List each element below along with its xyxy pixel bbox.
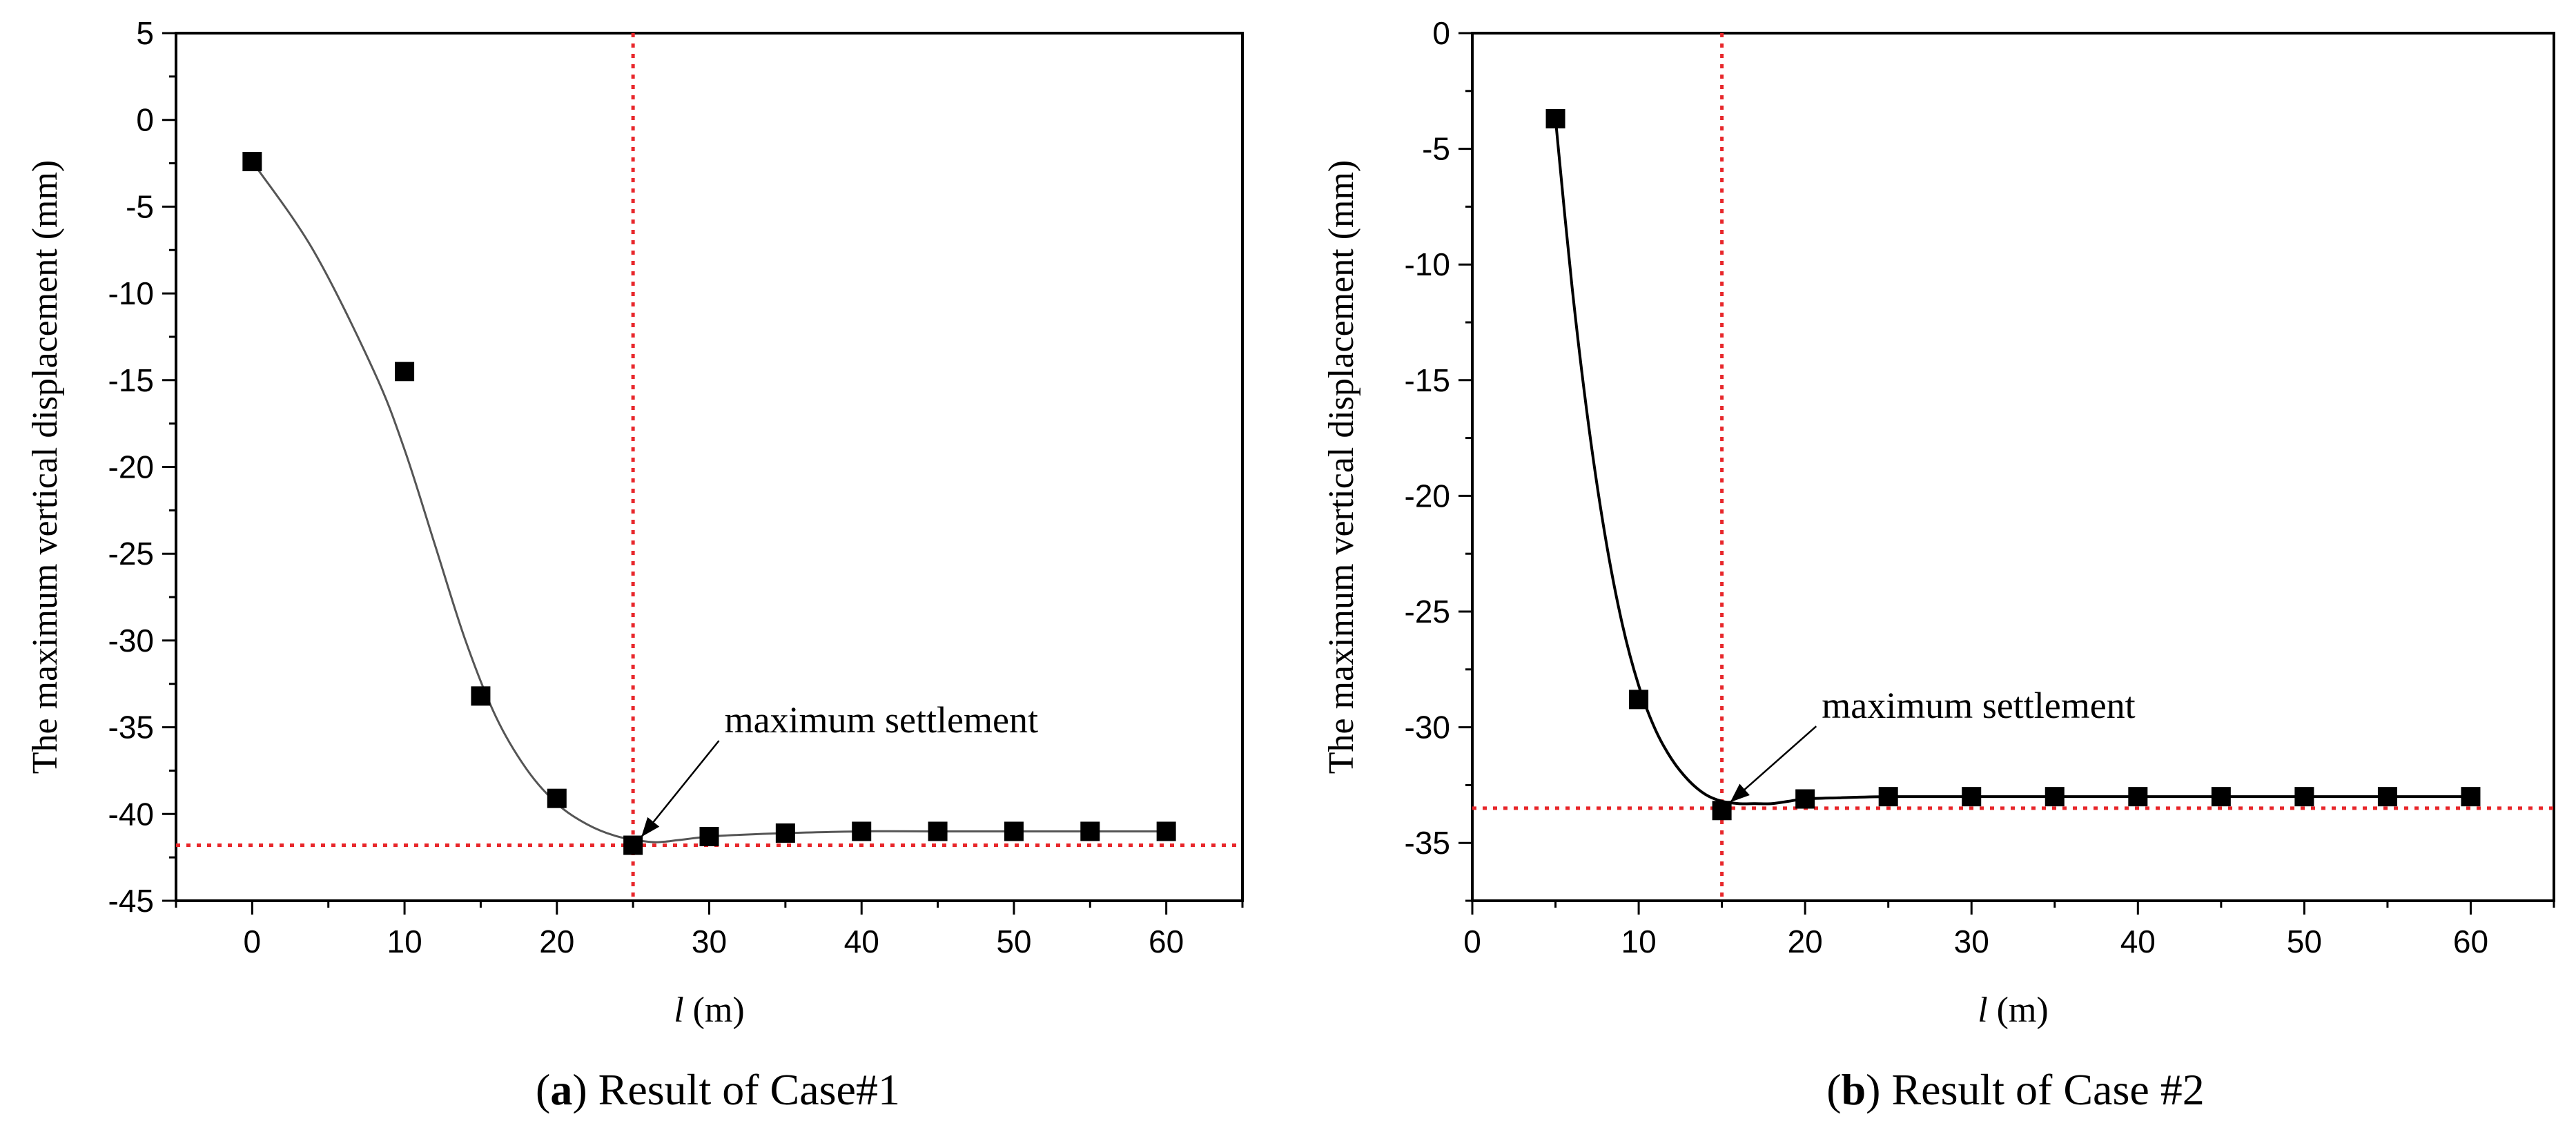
x-tick-label: 20 xyxy=(1788,924,1823,959)
y-tick-label: 0 xyxy=(136,102,154,138)
panel-a: 0 10 20 30 40 50 6050-5-10-15-20-25-30-35-40-4… xyxy=(26,15,1244,1114)
x-tick-label: 20 xyxy=(539,924,574,959)
x-axis-title: l (m) xyxy=(674,990,745,1030)
data-point-marker xyxy=(1712,801,1732,821)
data-point-marker xyxy=(395,362,415,382)
x-axis-variable: l xyxy=(1978,990,1987,1030)
x-axis-title: l (m) xyxy=(1978,990,2049,1030)
data-point-marker xyxy=(699,826,719,846)
panel-caption: (a) Result of Case#1 xyxy=(536,1065,900,1114)
x-tick-label: 60 xyxy=(1149,924,1184,959)
plot-frame xyxy=(1471,32,2555,902)
y-tick-label: -25 xyxy=(1405,594,1450,630)
y-tick-label: -20 xyxy=(108,449,154,485)
y-tick-label: 0 xyxy=(1432,15,1450,51)
data-point-marker xyxy=(2045,787,2065,807)
y-tick-label: -40 xyxy=(108,796,154,832)
y-tick-label: -30 xyxy=(1405,710,1450,745)
data-point-marker xyxy=(1629,690,1649,710)
annotation-label: maximum settlement xyxy=(1822,685,2135,726)
data-point-marker xyxy=(1795,789,1815,809)
y-axis-title: The maximum vertical displacement (mm) xyxy=(1322,160,1361,774)
plot-frame xyxy=(175,32,1244,902)
y-tick-label: -20 xyxy=(1405,478,1450,514)
y-tick-label: -35 xyxy=(108,710,154,745)
x-tick-label: 0 xyxy=(244,924,262,959)
y-tick-label: -30 xyxy=(108,623,154,658)
data-point-marker xyxy=(547,788,567,808)
x-tick-label: 30 xyxy=(1954,924,1989,959)
panel-b: 0 10 20 30 40 50 60 0 -5 -10 -15 -20 -25 -30 -35 The ma… xyxy=(1322,15,2555,1114)
x-tick-label: 50 xyxy=(996,924,1031,959)
caption-letter: b xyxy=(1842,1065,1866,1114)
data-point-marker xyxy=(242,152,262,172)
y-tick-label: -35 xyxy=(1405,825,1450,861)
data-point-marker xyxy=(623,835,643,855)
data-point-marker xyxy=(1962,787,1982,807)
y-tick-label: -10 xyxy=(1405,246,1450,282)
caption-text: Result of Case #2 xyxy=(1880,1065,2204,1114)
data-point-marker xyxy=(2461,787,2481,807)
data-point-marker xyxy=(2294,787,2314,807)
x-axis-variable: l xyxy=(674,990,683,1030)
data-point-marker xyxy=(1004,821,1024,841)
data-point-marker xyxy=(1878,787,1898,807)
panel-caption: (b) Result of Case #2 xyxy=(1826,1065,2205,1114)
data-point-marker xyxy=(2377,787,2397,807)
y-tick-label: 5 xyxy=(136,15,154,51)
annotation-arrow-line xyxy=(641,740,720,838)
x-tick-label: 60 xyxy=(2453,924,2488,959)
data-point-marker xyxy=(1080,821,1100,841)
x-tick-label: 10 xyxy=(387,924,422,959)
fit-curve xyxy=(251,161,1167,843)
x-tick-label: 40 xyxy=(2120,924,2156,959)
caption-text: Result of Case#1 xyxy=(587,1065,900,1114)
y-tick-label: -15 xyxy=(1405,362,1450,398)
y-tick-label: -45 xyxy=(108,883,154,919)
x-tick-label: 50 xyxy=(2287,924,2322,959)
data-point-marker xyxy=(2211,787,2231,807)
annotation-label: maximum settlement xyxy=(725,699,1038,741)
annotation-arrow-head xyxy=(1730,783,1750,803)
x-tick-label: 40 xyxy=(844,924,879,959)
x-axis-unit: (m) xyxy=(684,990,745,1030)
data-point-marker xyxy=(471,686,491,706)
data-point-marker xyxy=(775,823,795,843)
data-point-marker xyxy=(852,821,872,841)
y-tick-label: -15 xyxy=(108,362,154,398)
y-tick-label: -5 xyxy=(126,188,154,224)
annotation-arrow-head xyxy=(641,817,660,837)
data-point-marker xyxy=(1545,109,1565,129)
x-tick-label: 0 xyxy=(1463,924,1481,959)
y-tick-label: -10 xyxy=(108,275,154,311)
x-tick-label: 10 xyxy=(1621,924,1656,959)
x-tick-label: 30 xyxy=(692,924,727,959)
data-point-marker xyxy=(1156,821,1176,841)
data-point-marker xyxy=(2128,787,2148,807)
caption-letter: a xyxy=(550,1065,572,1114)
x-axis-unit: (m) xyxy=(1988,990,2049,1030)
data-point-marker xyxy=(928,821,948,841)
y-axis-title: The maximum vertical displacement (mm) xyxy=(26,160,65,774)
y-tick-label: -5 xyxy=(1422,131,1450,167)
y-tick-label: -25 xyxy=(108,536,154,572)
